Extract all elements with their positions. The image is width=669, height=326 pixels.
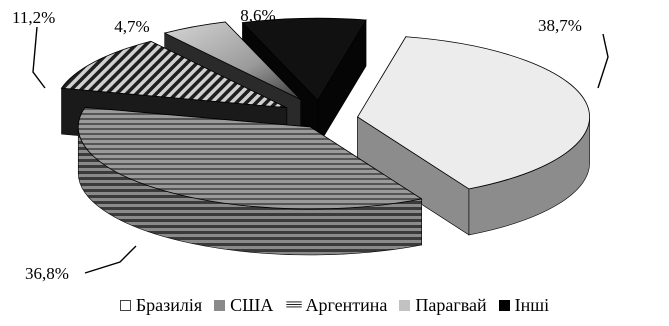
legend-label-бразилія: Бразилія — [135, 294, 203, 315]
leader-line-сша — [84, 245, 137, 274]
legend-label-сша: США — [230, 294, 274, 315]
pie-slice-аргентина-top — [60, 40, 287, 109]
data-label-інші: 8,6% — [240, 6, 275, 25]
legend-item-сша: США — [214, 295, 273, 316]
legend-swatch-інші — [498, 299, 510, 311]
legend-swatch-бразилія — [119, 299, 131, 311]
pie-slice-бразилія — [357, 35, 590, 236]
legend-item-парагвай: Парагвай — [399, 294, 487, 316]
legend-label-аргентина: Аргентина — [305, 294, 388, 315]
legend-label-парагвай: Парагвай — [415, 294, 487, 315]
pie-slice-інші-top — [241, 17, 367, 101]
leader-line-бразилія — [597, 33, 609, 89]
legend-swatch-парагвай — [399, 299, 411, 311]
legend: Бразилія США ≡≡ Аргентина Парагвай Інші — [0, 289, 669, 321]
pie-slice-сша-top — [77, 106, 423, 210]
pie-slice-парагвай-top — [163, 21, 301, 100]
pie-slice-сша — [77, 106, 423, 256]
legend-item-бразилія: Бразилія — [119, 294, 203, 316]
data-label-аргентина: 11,2% — [12, 8, 55, 27]
legend-item-аргентина: ≡≡ Аргентина — [285, 295, 387, 316]
leader-line-аргентина — [32, 26, 46, 89]
legend-label-інші: Інші — [514, 294, 550, 315]
data-label-парагвай: 4,7% — [114, 17, 149, 36]
legend-swatch-аргентина: ≡≡ — [285, 295, 302, 314]
pie-slice-бразилія-top — [357, 36, 590, 190]
data-label-бразилія: 38,7% — [538, 16, 582, 35]
legend-item-інші: Інші — [498, 294, 550, 316]
legend-swatch-сша — [214, 299, 226, 311]
pie-chart: 38,7% 36,8% 11,2% 4,7% 8,6% — [12, 6, 609, 283]
data-label-сша: 36,8% — [25, 264, 69, 283]
